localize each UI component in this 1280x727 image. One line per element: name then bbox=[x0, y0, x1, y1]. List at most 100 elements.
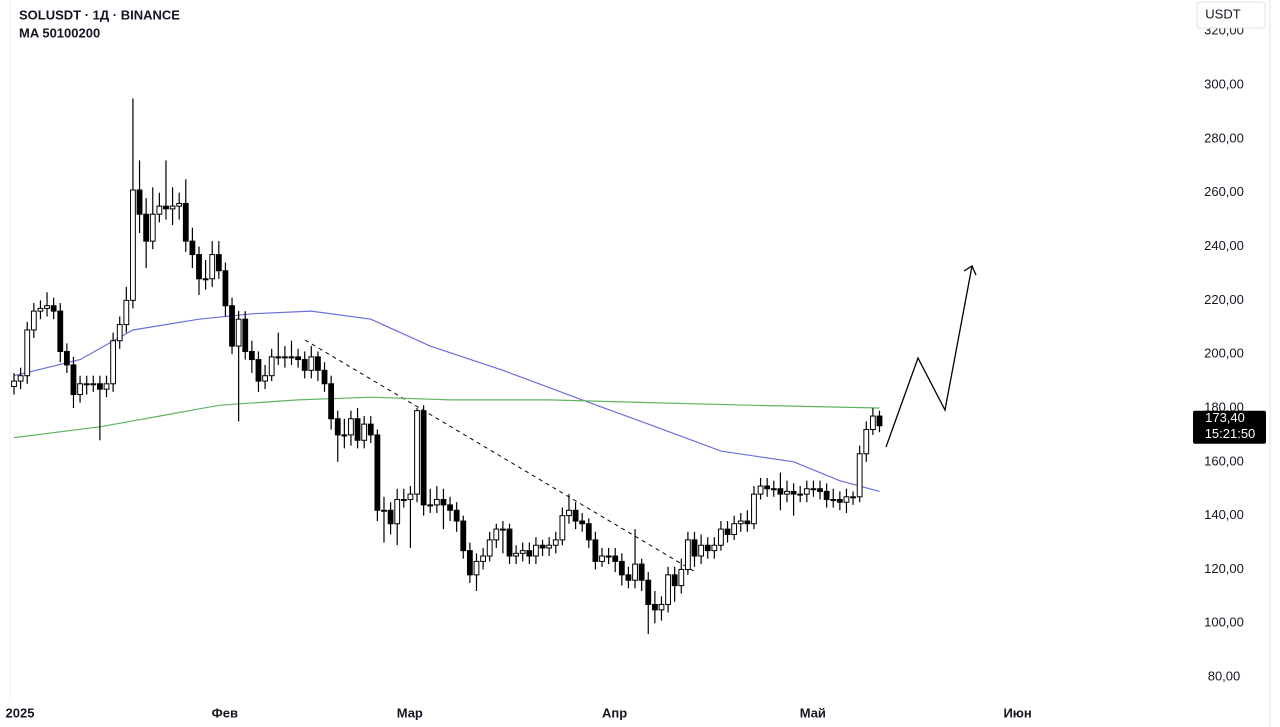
candle-body bbox=[447, 504, 453, 511]
x-tick-label: Июн bbox=[1003, 705, 1031, 720]
candle-body bbox=[519, 550, 526, 554]
candle-body bbox=[460, 520, 467, 552]
candle-body bbox=[863, 429, 870, 455]
candle-body bbox=[70, 364, 77, 396]
candle-body bbox=[328, 383, 335, 420]
candle-body bbox=[136, 189, 143, 215]
chart-title: SOLUSDT · 1Д · BINANCE bbox=[19, 7, 180, 22]
candle-body bbox=[367, 423, 374, 436]
candle-body bbox=[77, 383, 83, 396]
candle-body bbox=[751, 493, 757, 525]
candle-body bbox=[123, 299, 130, 326]
candle-body bbox=[169, 205, 176, 210]
candle-body bbox=[724, 528, 731, 535]
candle-body bbox=[37, 307, 44, 312]
candle-body bbox=[817, 488, 823, 492]
candles bbox=[11, 98, 883, 635]
candle-body bbox=[235, 318, 242, 347]
candle-body bbox=[500, 528, 506, 531]
candle-body bbox=[433, 499, 440, 506]
candle-body bbox=[876, 415, 883, 427]
drawings bbox=[304, 265, 977, 574]
candle-body bbox=[757, 485, 764, 495]
candle-body bbox=[295, 356, 302, 361]
y-tick-label: 280,00 bbox=[1204, 130, 1244, 145]
candle-body bbox=[440, 499, 447, 506]
candle-body bbox=[572, 509, 579, 522]
candle-body bbox=[638, 563, 645, 581]
candle-body bbox=[97, 383, 103, 390]
candle-body bbox=[671, 574, 678, 587]
last-price-tag bbox=[1193, 410, 1266, 444]
candle-body bbox=[381, 509, 387, 512]
candle-body bbox=[255, 359, 262, 382]
candle-body bbox=[321, 369, 328, 385]
candle-body bbox=[790, 490, 797, 495]
candle-body bbox=[334, 418, 341, 436]
candle-body bbox=[63, 350, 70, 366]
y-tick-label: 260,00 bbox=[1204, 184, 1244, 199]
candle-body bbox=[830, 499, 837, 502]
x-tick-label: Фев bbox=[212, 705, 238, 720]
candle-body bbox=[513, 552, 520, 557]
candle-body bbox=[579, 520, 586, 525]
candle-body bbox=[770, 488, 777, 491]
currency-button[interactable] bbox=[1196, 1, 1266, 29]
candle-body bbox=[605, 555, 612, 558]
candle-body bbox=[275, 356, 282, 359]
currency-label[interactable]: USDT bbox=[1205, 6, 1240, 21]
candle-body bbox=[83, 383, 90, 386]
candle-body bbox=[698, 544, 705, 557]
candle-body bbox=[704, 544, 711, 552]
candle-body bbox=[466, 550, 473, 576]
candle-body bbox=[354, 418, 361, 441]
candle-body bbox=[387, 509, 394, 525]
candle-body bbox=[374, 434, 381, 511]
candle-body bbox=[486, 539, 493, 557]
candle-body bbox=[493, 528, 500, 541]
candle-body bbox=[506, 528, 513, 557]
y-tick-label: 240,00 bbox=[1204, 238, 1244, 253]
candle-body bbox=[625, 574, 632, 581]
candle-body bbox=[268, 356, 275, 377]
candle-body bbox=[691, 539, 698, 557]
candle-body bbox=[744, 520, 751, 525]
x-tick-label: 2025 bbox=[6, 705, 35, 720]
candle-body bbox=[308, 356, 315, 371]
candle-body bbox=[361, 423, 368, 441]
candle-body bbox=[229, 305, 235, 347]
projection-arrowhead bbox=[963, 265, 977, 276]
candle-body bbox=[315, 356, 321, 371]
y-tick-label: 220,00 bbox=[1204, 292, 1244, 307]
x-tick-label: Май bbox=[800, 705, 826, 720]
candle-body bbox=[784, 490, 790, 495]
y-tick-label: 80,00 bbox=[1208, 669, 1241, 684]
candle-body bbox=[110, 340, 117, 385]
candle-body bbox=[651, 603, 658, 611]
candle-body bbox=[156, 205, 163, 215]
moving-average bbox=[13, 396, 880, 439]
candle-body bbox=[566, 509, 572, 517]
candle-body bbox=[149, 213, 156, 242]
candle-body bbox=[176, 202, 183, 207]
candle-body bbox=[618, 560, 625, 576]
y-tick-label: 100,00 bbox=[1204, 615, 1244, 630]
candle-body bbox=[222, 270, 229, 307]
candle-body bbox=[90, 383, 97, 386]
y-tick-label: 140,00 bbox=[1204, 507, 1244, 522]
candle-body bbox=[823, 490, 830, 501]
candle-body bbox=[242, 318, 249, 352]
y-tick-label: 300,00 bbox=[1204, 76, 1244, 91]
candle-body bbox=[262, 375, 268, 382]
candle-body bbox=[281, 356, 288, 359]
candle-body bbox=[850, 496, 856, 499]
candle-body bbox=[718, 528, 724, 546]
candle-body bbox=[44, 305, 50, 309]
candle-body bbox=[427, 504, 434, 507]
candle-body bbox=[810, 488, 817, 491]
candle-body bbox=[764, 485, 771, 490]
candle-body bbox=[678, 568, 685, 587]
y-tick-label: 180,00 bbox=[1204, 399, 1244, 414]
candle-body bbox=[301, 359, 308, 371]
